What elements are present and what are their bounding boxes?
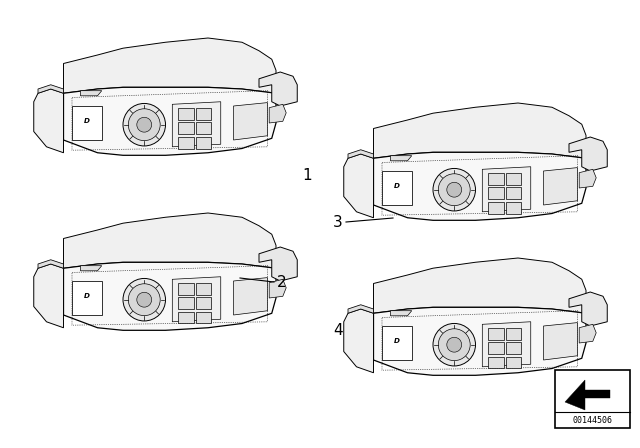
Polygon shape bbox=[543, 323, 577, 360]
Polygon shape bbox=[374, 152, 586, 220]
Circle shape bbox=[447, 337, 461, 352]
Text: D: D bbox=[83, 293, 90, 299]
Circle shape bbox=[128, 284, 160, 316]
Polygon shape bbox=[579, 169, 596, 188]
Polygon shape bbox=[234, 278, 268, 315]
Bar bbox=[179, 108, 193, 120]
Polygon shape bbox=[38, 85, 63, 93]
Bar bbox=[506, 187, 522, 199]
Bar bbox=[488, 187, 504, 199]
Circle shape bbox=[433, 168, 476, 211]
Polygon shape bbox=[63, 213, 276, 268]
Polygon shape bbox=[81, 266, 102, 271]
Polygon shape bbox=[579, 324, 596, 343]
Polygon shape bbox=[344, 154, 374, 218]
Text: 2: 2 bbox=[277, 275, 287, 289]
Bar bbox=[179, 283, 193, 295]
Polygon shape bbox=[72, 281, 102, 315]
Circle shape bbox=[433, 323, 476, 366]
Text: 00144506: 00144506 bbox=[573, 416, 612, 425]
Polygon shape bbox=[569, 137, 607, 171]
Polygon shape bbox=[269, 104, 286, 123]
Polygon shape bbox=[172, 102, 221, 147]
Bar bbox=[506, 172, 522, 185]
Bar bbox=[555, 370, 630, 428]
Bar bbox=[179, 137, 193, 148]
Bar bbox=[506, 357, 522, 369]
Polygon shape bbox=[63, 87, 276, 155]
Circle shape bbox=[137, 117, 152, 132]
Bar bbox=[196, 108, 211, 120]
Polygon shape bbox=[543, 168, 577, 205]
Polygon shape bbox=[390, 311, 412, 316]
Polygon shape bbox=[63, 38, 276, 93]
Bar bbox=[506, 327, 522, 340]
Polygon shape bbox=[569, 292, 607, 326]
Bar bbox=[196, 137, 211, 148]
Polygon shape bbox=[390, 156, 412, 161]
Bar bbox=[179, 312, 193, 323]
Polygon shape bbox=[259, 72, 297, 106]
Polygon shape bbox=[348, 305, 374, 313]
Bar bbox=[488, 202, 504, 214]
Circle shape bbox=[123, 279, 166, 321]
Bar bbox=[488, 172, 504, 185]
Polygon shape bbox=[34, 89, 63, 153]
Bar bbox=[488, 327, 504, 340]
Text: 4: 4 bbox=[333, 323, 343, 337]
Polygon shape bbox=[344, 309, 374, 373]
Circle shape bbox=[123, 103, 166, 146]
Bar bbox=[196, 312, 211, 323]
Polygon shape bbox=[34, 264, 63, 328]
Bar bbox=[488, 357, 504, 369]
Circle shape bbox=[128, 109, 160, 141]
Polygon shape bbox=[259, 247, 297, 281]
Polygon shape bbox=[63, 262, 276, 330]
Polygon shape bbox=[374, 258, 586, 313]
Bar bbox=[506, 342, 522, 354]
Polygon shape bbox=[483, 167, 531, 212]
Polygon shape bbox=[269, 279, 286, 298]
Bar bbox=[179, 122, 193, 134]
Circle shape bbox=[438, 329, 470, 361]
Bar bbox=[196, 297, 211, 309]
Circle shape bbox=[438, 174, 470, 206]
Polygon shape bbox=[81, 90, 102, 96]
Polygon shape bbox=[565, 380, 610, 410]
Polygon shape bbox=[382, 326, 412, 360]
Text: D: D bbox=[83, 118, 90, 124]
Polygon shape bbox=[382, 171, 412, 205]
Circle shape bbox=[447, 182, 461, 197]
Polygon shape bbox=[348, 150, 374, 158]
Circle shape bbox=[137, 292, 152, 307]
Bar bbox=[179, 297, 193, 309]
Polygon shape bbox=[72, 106, 102, 140]
Polygon shape bbox=[38, 260, 63, 268]
Polygon shape bbox=[172, 277, 221, 322]
Text: D: D bbox=[394, 338, 399, 345]
Bar bbox=[196, 283, 211, 295]
Text: D: D bbox=[394, 183, 399, 190]
Polygon shape bbox=[234, 103, 268, 140]
Text: 1: 1 bbox=[302, 168, 312, 182]
Bar bbox=[506, 202, 522, 214]
Polygon shape bbox=[483, 322, 531, 367]
Bar bbox=[488, 342, 504, 354]
Polygon shape bbox=[374, 307, 586, 375]
Text: 3: 3 bbox=[333, 215, 343, 229]
Bar bbox=[196, 122, 211, 134]
Polygon shape bbox=[374, 103, 586, 158]
